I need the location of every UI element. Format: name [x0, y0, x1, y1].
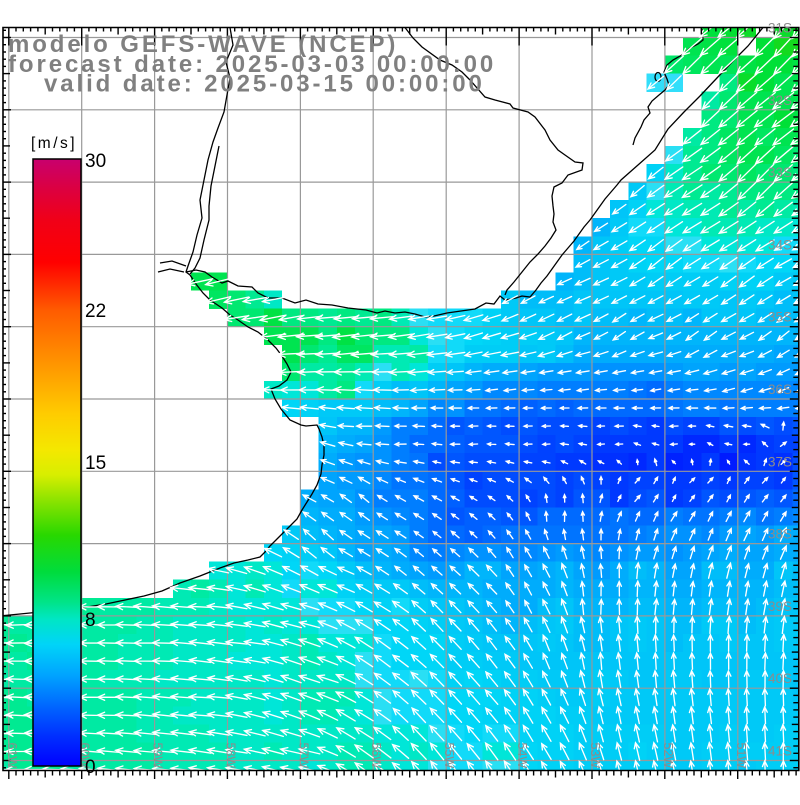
- svg-text:51W: 51W: [734, 743, 748, 769]
- svg-text:54W: 54W: [515, 743, 529, 769]
- svg-text:forecast date: 2025-03-03 00:0: forecast date: 2025-03-03 00:00:00: [8, 51, 496, 78]
- svg-text:35S: 35S: [768, 310, 792, 325]
- svg-text:34S: 34S: [768, 237, 792, 252]
- svg-text:22: 22: [85, 301, 106, 322]
- svg-text:52W: 52W: [661, 743, 675, 769]
- svg-text:[m/s]: [m/s]: [31, 135, 77, 152]
- svg-text:30: 30: [85, 151, 106, 172]
- svg-text:8: 8: [85, 610, 96, 631]
- svg-text:15: 15: [85, 453, 106, 474]
- svg-text:32S: 32S: [768, 93, 792, 108]
- svg-text:56W: 56W: [369, 743, 383, 769]
- svg-text:31S: 31S: [768, 21, 792, 36]
- svg-text:modelo GEFS-WAVE (NCEP): modelo GEFS-WAVE (NCEP): [8, 31, 398, 58]
- svg-text:40S: 40S: [768, 671, 792, 686]
- svg-text:59W: 59W: [151, 743, 165, 769]
- svg-text:39S: 39S: [768, 599, 792, 614]
- svg-text:33S: 33S: [768, 165, 792, 180]
- svg-text:55W: 55W: [442, 743, 456, 769]
- svg-text:61W: 61W: [5, 743, 19, 769]
- svg-text:58W: 58W: [224, 743, 238, 769]
- svg-text:36S: 36S: [768, 382, 792, 397]
- svg-text:valid date: 2025-03-15 00:00:0: valid date: 2025-03-15 00:00:00: [44, 71, 485, 98]
- svg-text:41S: 41S: [768, 744, 792, 759]
- svg-text:38S: 38S: [768, 527, 792, 542]
- svg-text:0: 0: [85, 757, 96, 778]
- svg-text:53W: 53W: [588, 743, 602, 769]
- svg-text:57W: 57W: [296, 743, 310, 769]
- svg-text:37S: 37S: [768, 454, 792, 469]
